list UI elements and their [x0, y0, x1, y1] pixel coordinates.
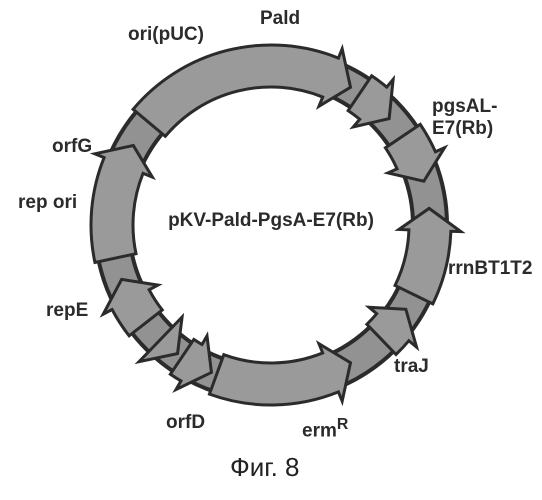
- segment-pgsal-e7-rb-: [133, 45, 350, 136]
- label-pgsal-e7-rb-: pgsAL-E7(Rb): [432, 96, 542, 140]
- label-ermr: ermR: [302, 416, 348, 442]
- label-orfg: orfG: [52, 136, 92, 158]
- label-traj: traJ: [394, 356, 429, 378]
- segment-ermr: [395, 208, 461, 304]
- label-rrnbt1t2: rrnBT1T2: [448, 258, 532, 280]
- plasmid-map: [0, 0, 542, 500]
- plasmid-title: pKV-Pald-PgsA-E7(Rb): [151, 210, 391, 232]
- segment-repe: [209, 344, 350, 405]
- label-repe: repE: [46, 300, 88, 322]
- figure-caption: Фиг. 8: [230, 452, 300, 483]
- label-rep-ori: rep ori: [18, 192, 77, 214]
- label-orfd: orfD: [166, 412, 205, 434]
- label-ori-puc-: ori(pUC): [128, 24, 204, 46]
- segment-pald: [91, 146, 152, 263]
- label-pald: Pald: [260, 8, 300, 30]
